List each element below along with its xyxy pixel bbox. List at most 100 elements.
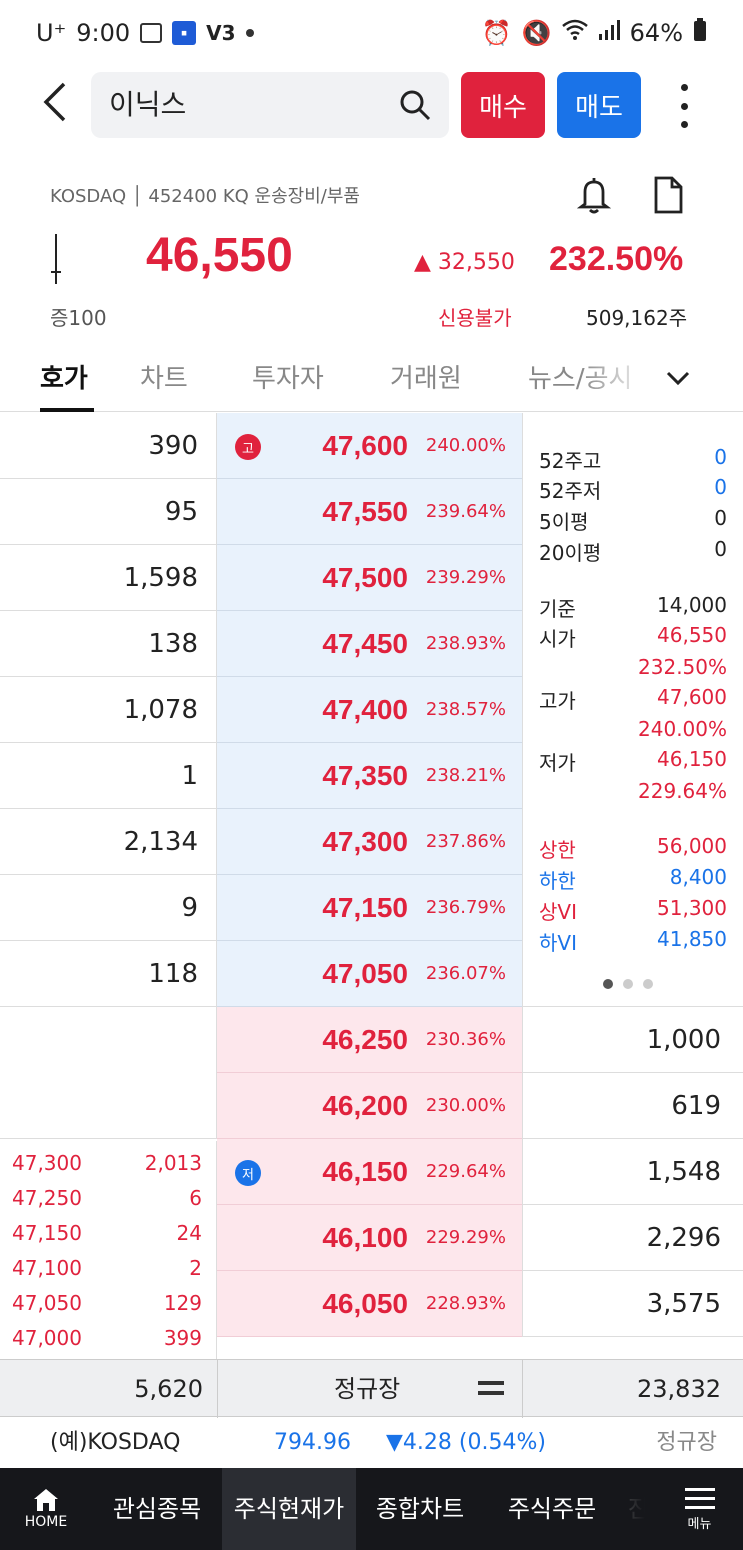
current-price: 46,550 xyxy=(146,229,293,282)
ask-price-cell[interactable]: 47,300 237.86% xyxy=(217,809,522,875)
ask-price-cell[interactable]: 47,450 238.93% xyxy=(217,611,522,677)
index-ticker[interactable]: (예)KOSDAQ 794.96 ▼4.28 (0.54%) 정규장 xyxy=(0,1418,743,1468)
menu-button[interactable]: 메뉴 xyxy=(656,1468,743,1550)
bid-qty: 619 xyxy=(671,1091,721,1121)
top-bar: 이닉스 매수 매도 xyxy=(0,70,743,140)
ask-row[interactable]: 9 47,150 236.79% xyxy=(0,875,743,941)
price-change-percent: 232.50% xyxy=(549,240,684,278)
ask-price: 47,050 xyxy=(322,958,408,989)
tab-chart[interactable]: 차트 xyxy=(140,364,188,394)
search-icon[interactable] xyxy=(399,89,431,121)
stock-search-box[interactable]: 이닉스 xyxy=(91,72,449,138)
ask-qty: 138 xyxy=(148,629,198,659)
bid-row[interactable]: 46,100 229.29% 2,296 xyxy=(0,1205,743,1271)
ask-qty-cell[interactable]: 390 xyxy=(0,413,217,479)
bid-price: 46,200 xyxy=(322,1090,408,1121)
bid-price-cell[interactable]: 46,100 229.29% xyxy=(217,1205,522,1271)
bid-qty-cell[interactable]: 619 xyxy=(522,1073,743,1139)
ask-row[interactable]: 95 47,550 239.64% xyxy=(0,479,743,545)
bell-icon[interactable] xyxy=(577,176,611,214)
tick-qty: 6 xyxy=(189,1186,202,1210)
ask-row[interactable]: 118 47,050 236.07% xyxy=(0,941,743,1007)
ask-price: 47,300 xyxy=(322,826,408,857)
battery-percent: 64% xyxy=(629,19,683,47)
bid-qty-cell[interactable]: 1,000 xyxy=(522,1007,743,1073)
ask-pct: 238.57% xyxy=(425,699,506,720)
nav-order[interactable]: 주식주문 xyxy=(507,1495,597,1523)
ask-price-cell[interactable]: 47,550 239.64% xyxy=(217,479,522,545)
battery-icon xyxy=(693,18,707,48)
stat-label: 저가 xyxy=(539,751,576,775)
ask-price-cell[interactable]: 고 47,600 240.00% xyxy=(217,413,522,479)
bid-qty-cell[interactable]: 1,548 xyxy=(522,1139,743,1205)
equals-menu-icon[interactable] xyxy=(478,1378,504,1398)
nav-watchlist[interactable]: 관심종목 xyxy=(112,1495,202,1523)
bid-price-cell[interactable]: 46,050 228.93% xyxy=(217,1271,522,1337)
stat-value: 8,400 xyxy=(669,865,727,889)
ask-qty-cell[interactable]: 1,078 xyxy=(0,677,217,743)
bid-row[interactable]: 46,050 228.93% 3,575 xyxy=(0,1271,743,1337)
ask-price-cell[interactable]: 47,350 238.21% xyxy=(217,743,522,809)
back-button[interactable] xyxy=(40,80,80,130)
bid-price-cell[interactable]: 46,200 230.00% xyxy=(217,1073,522,1139)
stats-panel[interactable]: 52주고 0 52주저 0 5이평 0 20이평 0 기준 14,000 시가 … xyxy=(522,413,743,1007)
ask-price-cell[interactable]: 47,150 236.79% xyxy=(217,875,522,941)
alarm-icon: ⏰ xyxy=(481,19,512,47)
ask-qty-cell[interactable]: 1 xyxy=(0,743,217,809)
ask-qty-cell[interactable]: 1,598 xyxy=(0,545,217,611)
more-options-icon[interactable] xyxy=(672,84,696,128)
bid-price-cell[interactable]: 저 46,150 229.64% xyxy=(217,1139,522,1205)
ask-qty-cell[interactable]: 118 xyxy=(0,941,217,1007)
ask-qty-cell[interactable]: 138 xyxy=(0,611,217,677)
bid-row[interactable]: 46,250 230.36% 1,000 xyxy=(0,1007,743,1073)
status-bar: U⁺ 9:00 ◼ V3 ⏰ 🔇 64% xyxy=(0,0,743,66)
high-marker-icon: 고 xyxy=(235,434,261,460)
sell-button[interactable]: 매도 xyxy=(557,72,641,138)
ask-qty: 390 xyxy=(148,431,198,461)
candle-icon xyxy=(51,234,61,284)
ask-pct: 238.93% xyxy=(425,633,506,654)
tick-price: 47,300 xyxy=(12,1151,82,1175)
ask-row[interactable]: 1,078 47,400 238.57% xyxy=(0,677,743,743)
ask-qty-cell[interactable]: 95 xyxy=(0,479,217,545)
ask-price-cell[interactable]: 47,050 236.07% xyxy=(217,941,522,1007)
chevron-down-icon[interactable] xyxy=(664,364,692,392)
bid-price-cell[interactable]: 46,250 230.36% xyxy=(217,1007,522,1073)
ask-qty-cell[interactable]: 2,134 xyxy=(0,809,217,875)
home-button[interactable]: HOME xyxy=(0,1468,92,1550)
ask-row[interactable]: 390 고 47,600 240.00% xyxy=(0,413,743,479)
ask-pct: 237.86% xyxy=(425,831,506,852)
tick-qty: 24 xyxy=(176,1221,202,1245)
bid-total: 23,832 xyxy=(637,1375,721,1403)
order-book: 390 고 47,600 240.00% 95 47,550 239.64% 1,598 47,… xyxy=(0,413,743,1359)
ask-qty: 118 xyxy=(148,959,198,989)
tick-price: 47,250 xyxy=(12,1186,82,1210)
nav-current-price[interactable]: 주식현재가 xyxy=(222,1468,356,1550)
price-change: ▲ 32,550 xyxy=(414,250,515,275)
nav-chart[interactable]: 종합차트 xyxy=(375,1495,465,1523)
ask-price-cell[interactable]: 47,500 239.29% xyxy=(217,545,522,611)
bid-row[interactable]: 46,200 230.00% 619 xyxy=(0,1073,743,1139)
ask-qty-cell[interactable]: 9 xyxy=(0,875,217,941)
active-tab-indicator xyxy=(40,408,94,412)
ask-row[interactable]: 1 47,350 238.21% xyxy=(0,743,743,809)
ask-row[interactable]: 2,134 47,300 237.86% xyxy=(0,809,743,875)
bid-pct: 228.93% xyxy=(425,1293,506,1314)
tab-investor[interactable]: 투자자 xyxy=(252,364,324,394)
tab-orderbook[interactable]: 호가 xyxy=(40,364,88,394)
bid-row[interactable]: 저 46,150 229.64% 1,548 xyxy=(0,1139,743,1205)
ask-row[interactable]: 1,598 47,500 239.29% xyxy=(0,545,743,611)
stat-value: 232.50% xyxy=(638,655,727,679)
bid-qty-cell[interactable]: 3,575 xyxy=(522,1271,743,1337)
stat-value: 0 xyxy=(714,537,727,561)
buy-button[interactable]: 매수 xyxy=(461,72,545,138)
ask-price: 47,400 xyxy=(322,694,408,725)
low-marker-icon: 저 xyxy=(235,1160,261,1186)
ask-qty: 1,078 xyxy=(123,695,198,725)
document-icon[interactable] xyxy=(651,176,685,214)
v3-notification-icon: V3 xyxy=(206,21,236,45)
ask-row[interactable]: 138 47,450 238.93% xyxy=(0,611,743,677)
bid-qty-cell[interactable]: 2,296 xyxy=(522,1205,743,1271)
tab-broker[interactable]: 거래원 xyxy=(390,364,462,394)
ask-price-cell[interactable]: 47,400 238.57% xyxy=(217,677,522,743)
